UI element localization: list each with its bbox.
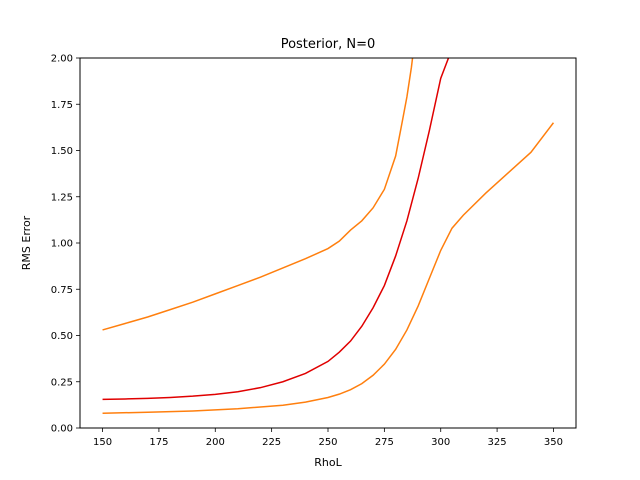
y-axis-label: RMS Error xyxy=(20,215,33,270)
y-axis-ticks: 0.00 0.25 0.50 0.75 1.00 1.25 1.50 1.75 2.00 xyxy=(51,54,80,435)
y-tick-label: 0.00 xyxy=(51,424,73,435)
y-tick-label: 2.00 xyxy=(51,54,73,65)
x-tick-label: 350 xyxy=(544,437,563,448)
x-tick-label: 300 xyxy=(431,437,450,448)
y-tick-label: 1.25 xyxy=(51,192,73,203)
x-tick-label: 250 xyxy=(318,437,337,448)
x-axis-ticks: 150 175 200 225 250 275 300 325 350 xyxy=(93,428,563,448)
x-tick-label: 175 xyxy=(149,437,168,448)
y-tick-label: 0.50 xyxy=(51,331,73,342)
x-tick-label: 275 xyxy=(375,437,394,448)
y-tick-label: 1.75 xyxy=(51,100,73,111)
x-tick-label: 150 xyxy=(93,437,112,448)
series-layer xyxy=(103,12,554,413)
y-tick-label: 1.50 xyxy=(51,146,73,157)
x-tick-label: 225 xyxy=(262,437,281,448)
y-tick-label: 1.00 xyxy=(51,239,73,250)
x-tick-label: 200 xyxy=(206,437,225,448)
series-line-1 xyxy=(103,12,419,330)
chart-title: Posterior, N=0 xyxy=(281,37,376,52)
x-axis-label: RhoL xyxy=(314,456,342,469)
y-tick-label: 0.25 xyxy=(51,377,73,388)
plot-frame xyxy=(80,58,576,428)
y-tick-label: 0.75 xyxy=(51,285,73,296)
series-line-2 xyxy=(103,30,457,399)
x-tick-label: 325 xyxy=(488,437,507,448)
series-line-3 xyxy=(103,123,554,413)
